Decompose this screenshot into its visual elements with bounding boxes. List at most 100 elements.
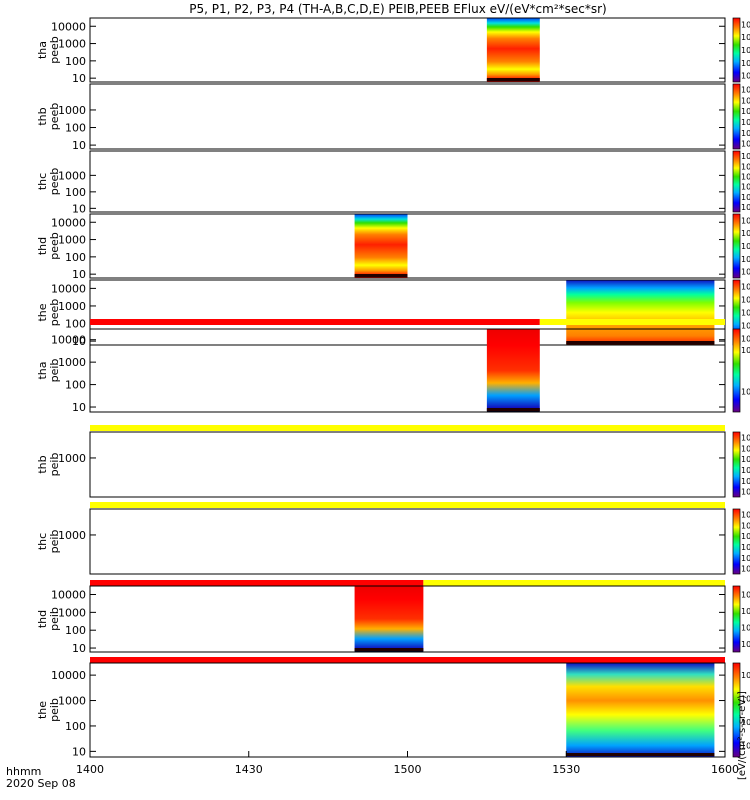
spectrogram-floor (566, 341, 715, 344)
spectrogram-floor (566, 753, 715, 756)
y-tick-label: 100 (65, 720, 86, 733)
spectrogram-floor (354, 274, 408, 277)
colorbar-tick-label: 10⁵ (741, 309, 750, 318)
colorbar-tick-label: 10⁶ (741, 532, 750, 541)
colorbar-tick-label: 10⁵ (741, 242, 750, 251)
colorbar-tick-label: 10⁶ (741, 46, 750, 55)
status-bar-yellow (539, 319, 725, 325)
colorbar-tick-label: 10⁴ (741, 322, 750, 331)
x-tick-label: 1400 (76, 763, 104, 776)
y-tick-label: 1000 (58, 38, 86, 51)
x-axis-label-date: 2020 Sep 08 (6, 777, 76, 790)
colorbar-tick-label: 10⁵ (741, 543, 750, 552)
spectrogram-thd-peeb (354, 214, 408, 278)
colorbar-thd-peib (732, 585, 741, 653)
x-tick-label: 1530 (552, 763, 580, 776)
x-tick-label: 1600 (711, 763, 739, 776)
colorbar-tick-label: 10³ (741, 268, 750, 277)
spectrogram-floor (486, 78, 540, 81)
y-tick-label: 10000 (51, 334, 86, 347)
colorbar-tick-label: 10⁵ (741, 346, 750, 355)
y-tick-label: 10 (72, 202, 86, 215)
y-tick-label: 1000 (58, 529, 86, 542)
colorbar-thb-peib (732, 431, 741, 498)
panel-frame (89, 508, 726, 575)
panel-frame (89, 17, 726, 83)
y-axis-label-product: peeb (48, 299, 61, 327)
spectrogram-the-peeb (566, 280, 715, 345)
colorbar-tick-label: 10⁴ (741, 255, 750, 264)
status-bar-red (90, 580, 424, 586)
y-tick-label: 10 (72, 642, 86, 655)
colorbar-tick-label: 10⁴ (741, 193, 750, 202)
spectrogram-the-peib (566, 663, 715, 757)
y-tick-label: 100 (65, 379, 86, 392)
x-tick-label: 1430 (235, 763, 263, 776)
x-axis: hhmm 2020 Sep 08 1400 1430 1500 1530 1600 (6, 751, 739, 790)
status-bar-yellow (90, 425, 725, 431)
y-tick-label: 1000 (58, 169, 86, 182)
colorbar-tick-label: 10⁶ (741, 296, 750, 305)
colorbar-tick-label: 10⁸ (741, 433, 750, 442)
y-tick-label: 100 (65, 251, 86, 264)
y-axis-label-product: peeb (48, 168, 61, 196)
panel-frame (89, 585, 726, 653)
y-axis-label-probe: the (36, 303, 49, 321)
y-axis-label-product: peib (48, 453, 61, 477)
y-tick-label: 1000 (58, 606, 86, 619)
status-bar-red (90, 319, 540, 325)
colorbar-tick-label: 10⁷ (741, 96, 750, 105)
colorbar-tick-label: 10⁷ (741, 444, 750, 453)
colorbar-thc-peeb (732, 150, 741, 213)
y-axis-label-probe: thb (36, 455, 49, 473)
colorbar-tick-label: 10⁴ (741, 72, 750, 81)
y-axis-label-product: peib (48, 530, 61, 554)
y-tick-label: 10000 (51, 216, 86, 229)
y-axis-label-probe: thd (36, 610, 49, 628)
y-axis-label-probe: the (36, 701, 49, 719)
colorbar-thc-peib (732, 508, 741, 575)
y-tick-label: 10 (72, 139, 86, 152)
y-axis-label-probe: tha (36, 41, 49, 59)
colorbar-tha-peeb (732, 17, 741, 83)
y-tick-label: 10 (72, 268, 86, 281)
y-tick-label: 100 (65, 122, 86, 135)
colorbar-tick-label: 10⁸ (741, 20, 750, 29)
colorbar-tick-label: 10³ (741, 203, 750, 212)
y-tick-label: 10 (72, 401, 86, 414)
y-axis-label-product: peeb (48, 103, 61, 131)
colorbar-tick-label: 10⁵ (741, 694, 750, 703)
y-tick-label: 100 (65, 186, 86, 199)
colorbar-tick-label: 10⁴ (741, 554, 750, 563)
x-axis-label-hhmm: hhmm (6, 765, 41, 778)
colorbar-tick-label: 10⁵ (741, 607, 750, 616)
status-bar-yellow (90, 502, 725, 508)
colorbar-tick-label: 10⁵ (741, 118, 750, 127)
y-tick-label: 1000 (58, 234, 86, 247)
y-axis-label-product: peib (48, 359, 61, 383)
colorbar-tick-label: 10⁷ (741, 521, 750, 530)
y-axis-label-probe: thd (36, 237, 49, 255)
colorbar-tick-label: 10³ (741, 741, 750, 750)
x-tick-label: 1500 (394, 763, 422, 776)
spectrogram-floor (486, 408, 540, 411)
panel-frame (89, 83, 726, 150)
y-tick-label: 10000 (51, 589, 86, 602)
colorbar-tick-label: 10⁴ (741, 718, 750, 727)
y-axis-label-probe: thc (36, 173, 49, 190)
colorbar-tick-label: 10⁶ (741, 590, 750, 599)
colorbar-thb-peeb (732, 83, 741, 150)
y-tick-label: 1000 (58, 300, 86, 313)
y-tick-label: 1000 (58, 104, 86, 117)
panel-frame (89, 431, 726, 498)
y-axis-label-probe: thb (36, 107, 49, 125)
y-tick-label: 100 (65, 318, 86, 331)
colorbar-tick-label: 10⁵ (741, 466, 750, 475)
